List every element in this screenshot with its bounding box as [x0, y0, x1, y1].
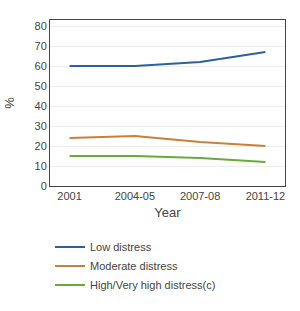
- svg-text:50: 50: [35, 80, 47, 92]
- svg-text:2011-12: 2011-12: [246, 190, 286, 202]
- svg-text:Moderate distress: Moderate distress: [90, 260, 178, 272]
- svg-text:40: 40: [35, 100, 47, 112]
- svg-text:2004-05: 2004-05: [115, 190, 155, 202]
- svg-text:2007-08: 2007-08: [180, 190, 220, 202]
- svg-text:Year: Year: [154, 205, 181, 220]
- svg-text:10: 10: [35, 160, 47, 172]
- svg-text:0: 0: [41, 180, 47, 192]
- svg-text:High/Very high distress(c): High/Very high distress(c): [90, 279, 215, 291]
- svg-text:60: 60: [35, 60, 47, 72]
- svg-text:%: %: [2, 97, 17, 109]
- svg-text:2001: 2001: [57, 190, 81, 202]
- svg-text:70: 70: [35, 40, 47, 52]
- svg-text:20: 20: [35, 140, 47, 152]
- svg-text:Low distress: Low distress: [90, 241, 152, 253]
- svg-text:30: 30: [35, 120, 47, 132]
- svg-text:80: 80: [35, 20, 47, 32]
